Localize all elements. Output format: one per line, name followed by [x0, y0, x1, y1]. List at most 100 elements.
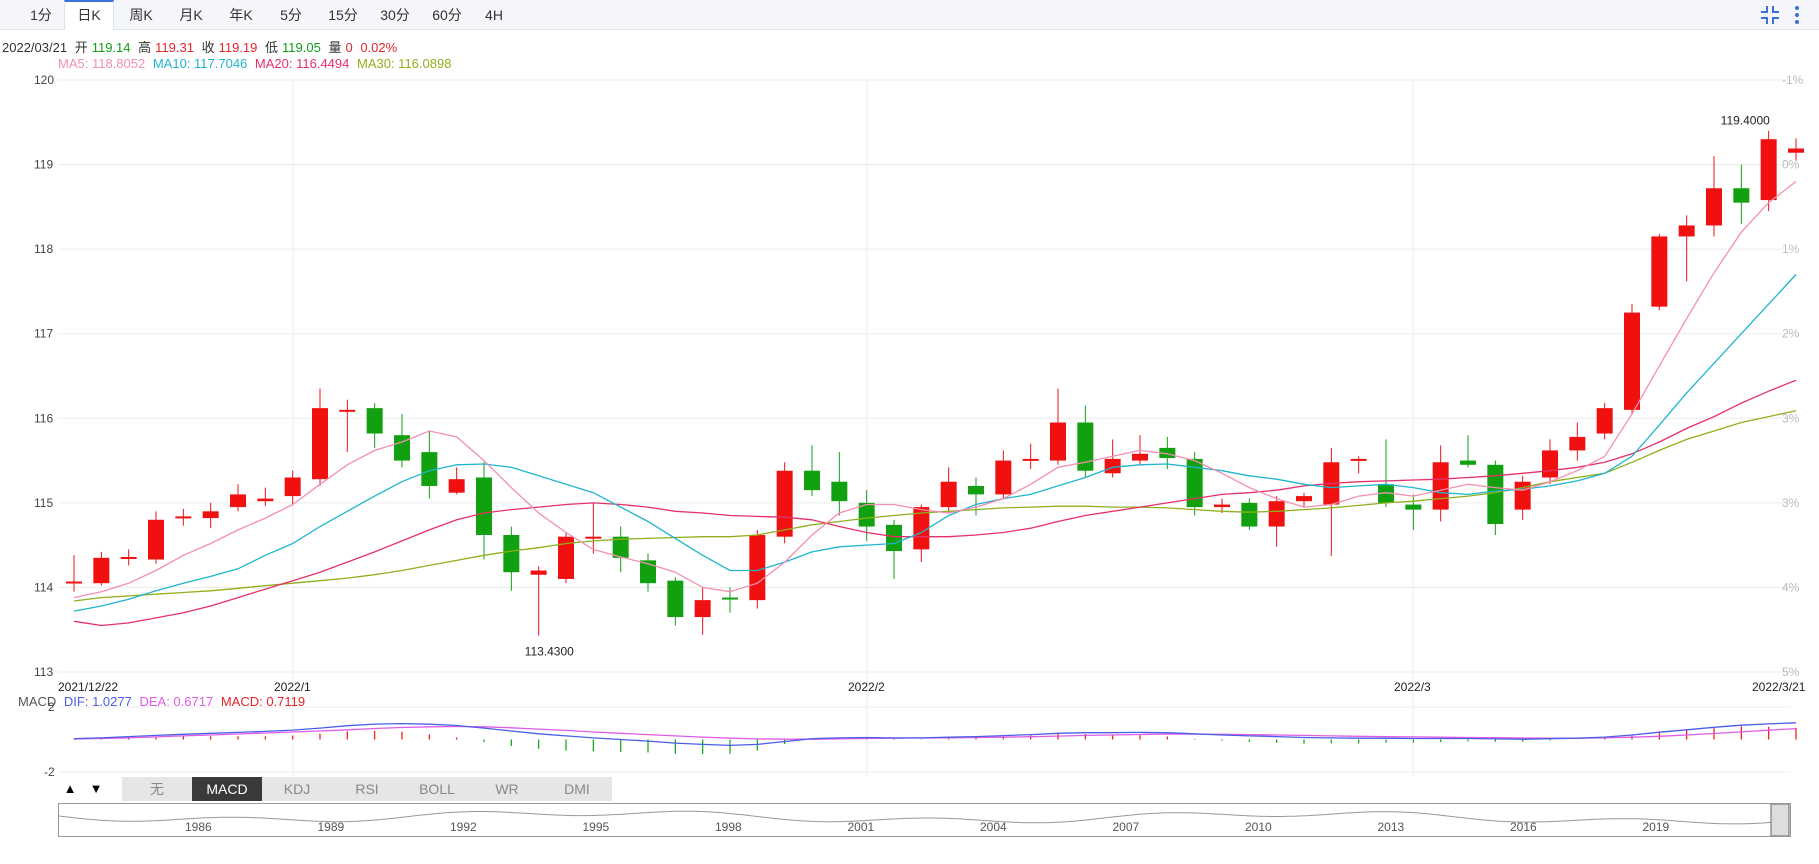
- candle-body: [476, 477, 492, 535]
- candle-body: [1678, 225, 1695, 237]
- candle-body: [339, 409, 356, 412]
- candle-body: [886, 524, 902, 552]
- macd-value-legend: MACD: 0.7119: [220, 694, 306, 709]
- navigator-year-label: 2019: [1643, 820, 1670, 834]
- y-tick-label: 119: [34, 158, 53, 172]
- candle-body: [1487, 464, 1504, 524]
- navigator-year-label: 1989: [318, 820, 345, 834]
- candle-body: [1460, 460, 1476, 465]
- navigator-year-label: 2004: [980, 820, 1007, 834]
- low-label: 低: [265, 40, 279, 55]
- candle-body: [1022, 458, 1039, 461]
- move-down-button[interactable]: ▼: [89, 781, 103, 796]
- indicator-none[interactable]: 无: [122, 777, 193, 801]
- candle-body: [1596, 408, 1613, 434]
- navigator-year-label: 2001: [848, 820, 875, 834]
- candle-body: [831, 481, 848, 502]
- candle-body: [175, 516, 192, 519]
- tab-60min[interactable]: 60分: [432, 7, 462, 23]
- indicator-rsi[interactable]: RSI: [332, 777, 403, 801]
- tab-yearly[interactable]: 年K: [229, 7, 253, 23]
- max-price-label: 119.4000: [1721, 114, 1770, 128]
- candle-body: [749, 534, 766, 601]
- candle-body: [940, 481, 957, 508]
- candle-body: [776, 470, 793, 537]
- dif-line: [73, 722, 1797, 747]
- navigator-year-label: 1998: [715, 820, 742, 834]
- candle-body: [1050, 422, 1066, 461]
- tab-30min[interactable]: 30分: [380, 7, 410, 23]
- navigator-year-label: 1992: [450, 820, 477, 834]
- candle-body: [1268, 501, 1285, 527]
- candle-body: [284, 477, 301, 497]
- candle-body: [640, 560, 656, 584]
- candle-body: [1104, 458, 1121, 474]
- tab-daily[interactable]: 日K: [64, 0, 114, 30]
- volume-value: 0: [345, 40, 353, 55]
- x-axis-label: 2022/3/21: [1752, 680, 1806, 694]
- y-tick-label: 117: [34, 327, 53, 341]
- macd-title: MACD: [18, 694, 57, 709]
- candle-body: [1077, 422, 1094, 471]
- candle-body: [120, 556, 137, 559]
- period-tab-bar: 1分 日K 周K 月K 年K 5分 15分 30分 60分 4H: [0, 0, 1819, 30]
- tab-5min[interactable]: 5分: [280, 7, 302, 23]
- y-tick-label: 114: [34, 580, 53, 594]
- ma10-legend: MA10: 117.7046: [152, 56, 248, 71]
- right-tick-label: 0%: [1782, 158, 1800, 172]
- tab-weekly[interactable]: 周K: [129, 7, 153, 23]
- price-chart[interactable]: 113 5% 114 4% 115 3% 116 3% 117 2% 118 1% 119 0% 120 -1…: [0, 66, 1819, 776]
- open-label: 开: [74, 40, 88, 55]
- more-vertical-icon[interactable]: [1790, 3, 1804, 27]
- navigator-year-label: 1986: [185, 820, 212, 834]
- y-tick-label: 120: [34, 73, 54, 87]
- tab-1min[interactable]: 1分: [30, 7, 52, 23]
- navigator-year-label: 2016: [1510, 820, 1537, 834]
- ma5-legend: MA5: 118.8052: [58, 56, 146, 71]
- right-tick-label: 3%: [1782, 411, 1800, 425]
- right-tick-label: -1%: [1782, 73, 1804, 87]
- collapse-icon[interactable]: [1758, 3, 1782, 27]
- candle-body: [1214, 504, 1230, 508]
- right-tick-label: 4%: [1782, 580, 1800, 594]
- indicator-dmi[interactable]: DMI: [542, 777, 613, 801]
- navigator-chart[interactable]: 1986 1989 1992 1995 1998 2001 2004 2007 2010 2013…: [58, 803, 1790, 837]
- move-up-button[interactable]: ▲: [63, 781, 77, 796]
- candle-body: [257, 498, 274, 502]
- candle-body: [1542, 450, 1558, 478]
- indicator-boll[interactable]: BOLL: [402, 777, 473, 801]
- macd-y-tick-label: 2: [48, 700, 55, 714]
- tab-4h[interactable]: 4H: [485, 7, 503, 23]
- high-value: 119.31: [155, 40, 194, 55]
- candle-body: [503, 534, 520, 573]
- right-tick-label: 2%: [1782, 327, 1800, 341]
- ma5-line: [73, 180, 1797, 599]
- y-tick-label: 118: [34, 242, 53, 256]
- candle-body: [1624, 312, 1640, 410]
- candle-body: [366, 408, 383, 434]
- candle-body: [1405, 504, 1422, 510]
- dea-legend: DEA: 0.6717: [139, 694, 214, 709]
- candle-body: [93, 557, 110, 584]
- navigator-line: [58, 810, 1788, 825]
- y-tick-label: 115: [34, 496, 53, 510]
- candle-body: [230, 494, 246, 508]
- navigator-handle[interactable]: [1770, 803, 1790, 837]
- x-axis-label: 2022/3: [1394, 680, 1431, 694]
- tab-15min[interactable]: 15分: [328, 7, 358, 23]
- x-axis-label: 2022/1: [274, 680, 311, 694]
- change-value: 0.02%: [360, 40, 398, 55]
- range-navigator[interactable]: 1986 1989 1992 1995 1998 2001 2004 2007 2010 2013…: [58, 803, 1791, 837]
- ma20-line: [73, 379, 1797, 627]
- candle-body: [1186, 458, 1203, 508]
- ma30-legend: MA30: 116.0898: [357, 56, 452, 71]
- indicator-wr[interactable]: WR: [472, 777, 543, 801]
- navigator-year-label: 2013: [1378, 820, 1405, 834]
- tab-monthly[interactable]: 月K: [179, 7, 203, 23]
- indicator-kdj[interactable]: KDJ: [262, 777, 333, 801]
- y-tick-label: 116: [34, 411, 53, 425]
- candle-body: [394, 435, 410, 461]
- indicator-macd[interactable]: MACD: [192, 777, 263, 801]
- right-tick-label: 3%: [1782, 496, 1800, 510]
- y-tick-label: 113: [34, 665, 53, 679]
